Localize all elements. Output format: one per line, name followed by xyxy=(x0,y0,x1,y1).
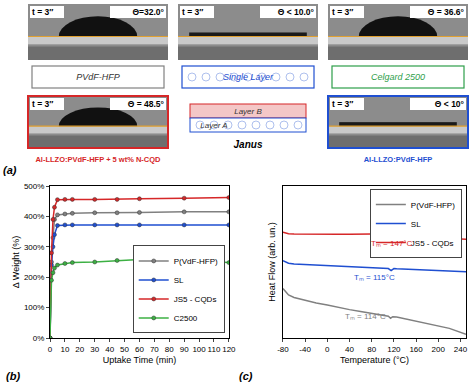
svg-text:100: 100 xyxy=(192,345,206,354)
svg-text:Δ Weight (%): Δ Weight (%) xyxy=(11,236,21,288)
svg-text:50: 50 xyxy=(120,345,129,354)
svg-text:t = 3″: t = 3″ xyxy=(332,7,353,17)
svg-text:PVdF-HFP: PVdF-HFP xyxy=(76,72,120,82)
svg-text:40: 40 xyxy=(345,345,354,354)
svg-text:Tₘ = 114°C: Tₘ = 114°C xyxy=(345,312,386,321)
svg-text:160: 160 xyxy=(409,345,423,354)
svg-text:240: 240 xyxy=(454,345,468,354)
svg-text:t = 3″: t = 3″ xyxy=(332,99,353,109)
svg-text:Single Layer: Single Layer xyxy=(223,72,274,82)
svg-text:100%: 100% xyxy=(24,303,44,312)
svg-text:C2500: C2500 xyxy=(174,314,198,323)
svg-text:300%: 300% xyxy=(24,243,44,252)
svg-text:Temperature (°C): Temperature (°C) xyxy=(340,355,409,365)
svg-text:t = 3″: t = 3″ xyxy=(32,99,53,109)
svg-text:P(VdF-HFP): P(VdF-HFP) xyxy=(174,257,218,266)
svg-text:Janus: Janus xyxy=(234,139,263,150)
svg-text:Celgard 2500: Celgard 2500 xyxy=(371,72,425,82)
svg-text:Heat Flow (arb. un.): Heat Flow (arb. un.) xyxy=(267,222,277,302)
svg-text:Θ < 10°: Θ < 10° xyxy=(435,99,465,109)
svg-text:110: 110 xyxy=(208,345,221,354)
svg-text:400%: 400% xyxy=(24,212,44,221)
svg-text:0: 0 xyxy=(325,345,330,354)
svg-text:200%: 200% xyxy=(24,273,44,282)
svg-text:Al-LLZO:PVdF-HFP: Al-LLZO:PVdF-HFP xyxy=(364,155,433,164)
svg-text:80: 80 xyxy=(367,345,376,354)
svg-text:40: 40 xyxy=(105,345,114,354)
svg-text:Uptake Time (min): Uptake Time (min) xyxy=(103,355,177,365)
svg-text:-80: -80 xyxy=(277,345,289,354)
svg-text:10: 10 xyxy=(60,345,69,354)
svg-text:SL: SL xyxy=(411,220,421,229)
svg-text:Tₘ = 147°C: Tₘ = 147°C xyxy=(371,239,413,248)
svg-text:(b): (b) xyxy=(6,370,20,382)
svg-text:Θ=32.0°: Θ=32.0° xyxy=(132,7,164,17)
svg-text:Θ < 10.0°: Θ < 10.0° xyxy=(278,7,315,17)
svg-text:90: 90 xyxy=(180,345,189,354)
svg-text:60: 60 xyxy=(135,345,144,354)
svg-text:Al-LLZO:PVdF-HFP + 5 wt% N-CQD: Al-LLZO:PVdF-HFP + 5 wt% N-CQD xyxy=(35,155,161,164)
svg-text:Θ = 36.6°: Θ = 36.6° xyxy=(428,7,465,17)
svg-text:-40: -40 xyxy=(299,345,311,354)
svg-text:80: 80 xyxy=(165,345,174,354)
svg-text:120: 120 xyxy=(387,345,401,354)
svg-text:200: 200 xyxy=(432,345,446,354)
svg-text:0%: 0% xyxy=(33,334,45,343)
svg-text:500%: 500% xyxy=(24,182,44,191)
svg-text:t = 3″: t = 3″ xyxy=(32,7,53,17)
svg-text:(c): (c) xyxy=(239,370,253,382)
svg-text:Tₘ = 115°C: Tₘ = 115°C xyxy=(354,273,395,282)
svg-text:t = 3″: t = 3″ xyxy=(182,7,203,17)
svg-text:Layer A: Layer A xyxy=(200,121,227,130)
svg-text:JS5 - CQDs: JS5 - CQDs xyxy=(174,295,217,304)
svg-text:P(VdF-HFP): P(VdF-HFP) xyxy=(411,201,455,210)
svg-text:20: 20 xyxy=(75,345,84,354)
svg-text:(a): (a) xyxy=(3,164,17,176)
svg-text:Θ = 48.5°: Θ = 48.5° xyxy=(128,99,165,109)
svg-text:70: 70 xyxy=(150,345,159,354)
svg-text:30: 30 xyxy=(90,345,99,354)
svg-text:SL: SL xyxy=(174,276,184,285)
svg-text:JS5 - CQDs: JS5 - CQDs xyxy=(411,239,454,248)
svg-text:120: 120 xyxy=(222,345,236,354)
svg-text:Layer B: Layer B xyxy=(234,107,262,116)
svg-text:0: 0 xyxy=(48,345,53,354)
